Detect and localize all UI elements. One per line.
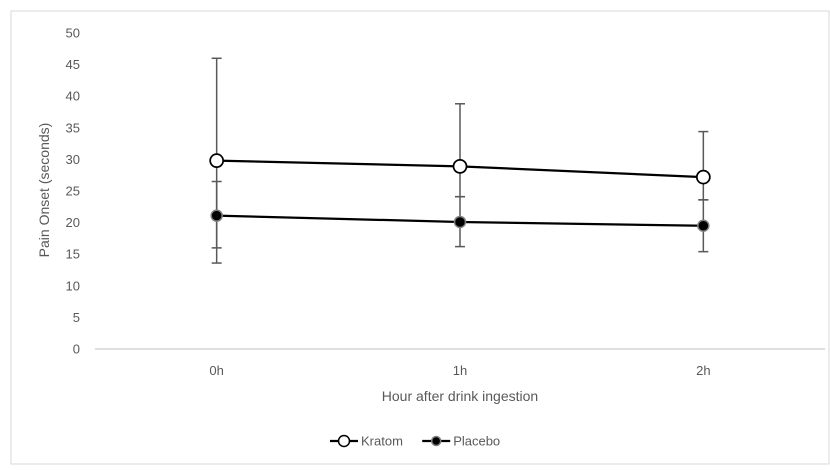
y-axis-title: Pain Onset (seconds): [36, 123, 52, 258]
y-tick-label: 30: [66, 152, 80, 167]
data-point: [695, 169, 711, 185]
y-tick-label: 20: [66, 215, 80, 230]
legend-marker: [337, 434, 351, 448]
x-axis-tick-labels: 0h 1h 2h: [209, 363, 710, 378]
series-placebo: [210, 180, 710, 264]
chart-frame: [10, 10, 830, 465]
y-tick-label: 10: [66, 278, 80, 293]
y-tick-label: 50: [66, 26, 80, 41]
y-tick-label: 15: [66, 247, 80, 262]
legend-label: Placebo: [453, 434, 500, 449]
data-point: [209, 153, 225, 169]
data-point: [453, 215, 467, 229]
series-layer: [209, 57, 711, 264]
legend-marker: [430, 435, 442, 447]
y-tick-label: 25: [66, 184, 80, 199]
x-tick-label: 2h: [696, 363, 710, 378]
y-tick-label: 5: [73, 310, 80, 325]
data-point: [452, 158, 468, 174]
x-tick-label: 1h: [453, 363, 467, 378]
y-tick-label: 45: [66, 57, 80, 72]
legend: Kratom Placebo: [330, 434, 500, 449]
x-axis-title: Hour after drink ingestion: [382, 388, 538, 404]
y-axis-tick-labels: 0 5 10 15 20 25 30 35 40 45 50: [66, 26, 80, 357]
legend-label: Kratom: [361, 434, 403, 449]
x-tick-label: 0h: [209, 363, 223, 378]
y-tick-label: 35: [66, 120, 80, 135]
y-tick-label: 0: [73, 342, 80, 357]
data-point: [210, 209, 223, 222]
data-point: [697, 219, 710, 233]
y-tick-label: 40: [66, 89, 80, 104]
